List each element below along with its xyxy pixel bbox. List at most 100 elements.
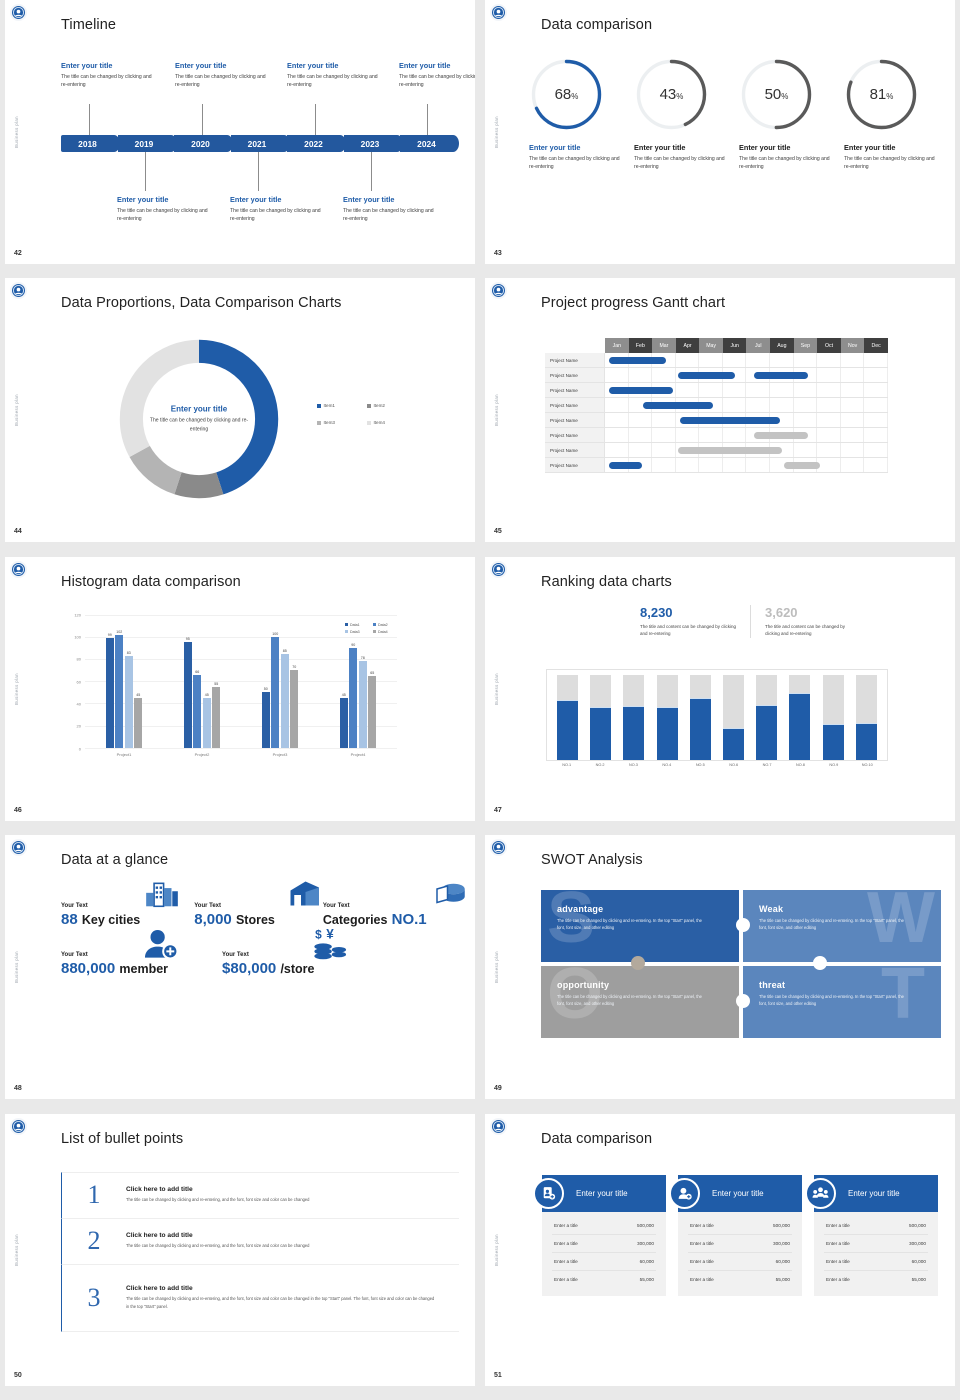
- legend-label: Item1: [323, 403, 336, 409]
- swot-heading: threat: [759, 980, 786, 991]
- bar[interactable]: 102: [115, 630, 124, 748]
- legend-swatch: [345, 630, 348, 634]
- timeline-connector: [202, 104, 203, 135]
- gantt-bar[interactable]: [753, 372, 808, 379]
- swot-quadrant[interactable]: T threat The title can be changed by cli…: [743, 966, 941, 1039]
- timeline-year[interactable]: 2023: [343, 135, 403, 152]
- timeline-year[interactable]: 2019: [117, 135, 177, 152]
- bar[interactable]: 70: [290, 665, 299, 748]
- table-row: Enter a title 300,000: [688, 1235, 792, 1253]
- ranking-column[interactable]: [756, 674, 778, 760]
- bar[interactable]: 99: [105, 633, 114, 748]
- gantt-bar[interactable]: [678, 372, 735, 379]
- page-title: Timeline: [61, 17, 117, 33]
- timeline-item-desc: The title can be changed by clicking and…: [61, 74, 152, 89]
- ranking-column[interactable]: [689, 674, 711, 760]
- slide-49[interactable]: Business plan 49 SWOT Analysis S advanta…: [485, 835, 955, 1100]
- gantt-row-label: Project Name: [545, 383, 605, 398]
- list-item[interactable]: 3 Click here to add title The title can …: [61, 1263, 459, 1332]
- gauge-row: 68% Enter your title The title can be ch…: [529, 57, 935, 172]
- slide-51[interactable]: Business plan 51 Data comparison Enter y…: [485, 1113, 955, 1386]
- card-header[interactable]: Enter your title: [669, 1174, 802, 1212]
- bar[interactable]: 100: [271, 632, 280, 748]
- gantt-track: [605, 443, 888, 458]
- ranking-column[interactable]: [656, 674, 678, 760]
- list-item[interactable]: 1 Click here to add title The title can …: [61, 1171, 459, 1218]
- slide-45[interactable]: Business plan 45 Project progress Gantt …: [485, 278, 955, 543]
- timeline-year[interactable]: 2018: [61, 135, 120, 152]
- ranking-column[interactable]: [789, 674, 811, 760]
- ranking-column[interactable]: [590, 674, 612, 760]
- bar[interactable]: 45: [134, 693, 143, 748]
- bar[interactable]: 45: [202, 693, 211, 748]
- legend-item[interactable]: Data2: [373, 623, 401, 627]
- swot-desc: The title can be changed by clicking and…: [557, 994, 702, 1007]
- legend-item[interactable]: Data1: [345, 623, 373, 627]
- swot-quadrant[interactable]: S advantage The title can be changed by …: [541, 890, 739, 963]
- bar[interactable]: 90: [349, 643, 358, 748]
- gantt-bar[interactable]: [680, 417, 780, 424]
- slide-46[interactable]: Business plan 46 Histogram data comparis…: [5, 556, 475, 821]
- gantt-bar[interactable]: [608, 462, 642, 469]
- bar[interactable]: 65: [368, 671, 377, 748]
- ranking-column[interactable]: [623, 674, 645, 760]
- page-number: 51: [494, 1371, 502, 1379]
- legend-item[interactable]: Item1: [317, 403, 367, 408]
- legend-item[interactable]: Data4: [373, 630, 401, 634]
- gantt-bar[interactable]: [784, 462, 820, 469]
- stat-number: 8,230: [640, 604, 673, 620]
- bar[interactable]: 66: [193, 670, 202, 748]
- card-title: Enter your title: [848, 1188, 900, 1198]
- gauge-value: 81%: [869, 86, 894, 103]
- ranking-column[interactable]: [855, 674, 877, 760]
- slide-43[interactable]: Business plan 43 Data comparison 68% Ent…: [485, 0, 955, 264]
- id-card-icon: [533, 1177, 564, 1209]
- slide-48[interactable]: Business plan 48 Data at a glance Your T…: [5, 835, 475, 1100]
- gantt-row-label: Project Name: [545, 368, 605, 383]
- bar[interactable]: 45: [339, 693, 348, 748]
- legend-item[interactable]: Item2: [367, 403, 417, 408]
- bar[interactable]: 85: [280, 649, 289, 748]
- gantt-bar[interactable]: [608, 387, 674, 394]
- slide-44[interactable]: Business plan 44 Data Proportions, Data …: [5, 278, 475, 543]
- bullet-desc: The title can be changed by clicking and…: [126, 1243, 310, 1249]
- gantt-row-label: Project Name: [545, 413, 605, 428]
- timeline-year[interactable]: 2024: [400, 135, 459, 152]
- swot-quadrant[interactable]: O opportunity The title can be changed b…: [541, 966, 739, 1039]
- slide-50[interactable]: Business plan 50 List of bullet points 1…: [5, 1113, 475, 1386]
- brand-logo-icon: [10, 282, 27, 300]
- gantt-bar[interactable]: [753, 432, 808, 439]
- stat-desc: The title and content can be changed by …: [640, 623, 737, 637]
- gantt-bar[interactable]: [678, 447, 782, 454]
- ranking-column[interactable]: [557, 674, 579, 760]
- timeline-year[interactable]: 2021: [230, 135, 290, 152]
- ranking-column[interactable]: [822, 674, 844, 760]
- gantt-row: Project Name: [545, 398, 888, 414]
- timeline-year[interactable]: 2022: [287, 135, 346, 152]
- puzzle-nub: [813, 956, 827, 971]
- bullet-text: Click here to add title The title can be…: [126, 1232, 438, 1249]
- page-number: 47: [494, 806, 502, 814]
- bullet-heading: Click here to add title: [126, 1232, 193, 1240]
- bar[interactable]: 50: [261, 687, 270, 748]
- slide-47[interactable]: Business plan 47 Ranking data charts 8,2…: [485, 556, 955, 821]
- legend-item[interactable]: Item3: [317, 420, 367, 425]
- legend-item[interactable]: Item4: [367, 420, 417, 425]
- slide-42[interactable]: Business plan 42 Timeline Enter your tit…: [5, 0, 475, 264]
- list-item[interactable]: 2 Click here to add title The title can …: [61, 1217, 459, 1264]
- gantt-bar[interactable]: [608, 357, 667, 364]
- bar[interactable]: 83: [124, 651, 133, 748]
- bar[interactable]: 95: [183, 637, 192, 748]
- timeline-year[interactable]: 2020: [174, 135, 233, 152]
- gantt-month: Dec: [864, 338, 888, 354]
- card-header[interactable]: Enter your title: [805, 1174, 938, 1212]
- swot-quadrant[interactable]: W Weak The title can be changed by click…: [743, 890, 941, 963]
- bar[interactable]: 55: [212, 682, 221, 748]
- bar[interactable]: 78: [358, 656, 367, 748]
- card-header[interactable]: Enter your title: [533, 1174, 666, 1212]
- gantt-bar[interactable]: [642, 402, 714, 409]
- column-fill: [723, 728, 745, 760]
- legend-item[interactable]: Data3: [345, 630, 373, 634]
- ranking-column[interactable]: [723, 674, 745, 760]
